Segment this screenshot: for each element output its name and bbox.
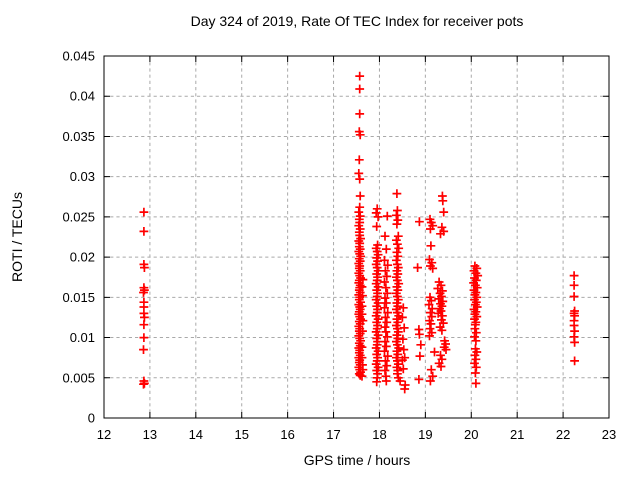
x-tick-label: 22	[556, 427, 570, 442]
y-tick-label: 0.01	[70, 330, 95, 345]
y-tick-label: 0.02	[70, 250, 95, 265]
x-tick-label: 12	[97, 427, 111, 442]
y-tick-label: 0.035	[62, 129, 95, 144]
data-points	[139, 71, 579, 394]
x-tick-label: 18	[372, 427, 386, 442]
x-tick-label: 19	[418, 427, 432, 442]
y-tick-label: 0.015	[62, 290, 95, 305]
x-axis-label: GPS time / hours	[303, 452, 411, 468]
chart-title: Day 324 of 2019, Rate Of TEC Index for r…	[190, 13, 524, 29]
x-tick-label: 15	[234, 427, 248, 442]
y-tick-label: 0.03	[70, 169, 95, 184]
y-tick-label: 0.025	[62, 209, 95, 224]
y-tick-label: 0.005	[62, 370, 95, 385]
y-tick-label: 0	[88, 411, 95, 426]
x-tick-label: 23	[602, 427, 616, 442]
y-tick-label: 0.045	[62, 49, 95, 64]
y-tick-label: 0.04	[70, 89, 95, 104]
plot-border	[103, 55, 610, 419]
x-tick-label: 21	[510, 427, 524, 442]
x-tick-label: 20	[464, 427, 478, 442]
tick-marks	[103, 55, 610, 419]
x-tick-label: 14	[189, 427, 203, 442]
x-tick-label: 13	[143, 427, 157, 442]
x-tick-label: 16	[280, 427, 294, 442]
x-tick-label: 17	[326, 427, 340, 442]
